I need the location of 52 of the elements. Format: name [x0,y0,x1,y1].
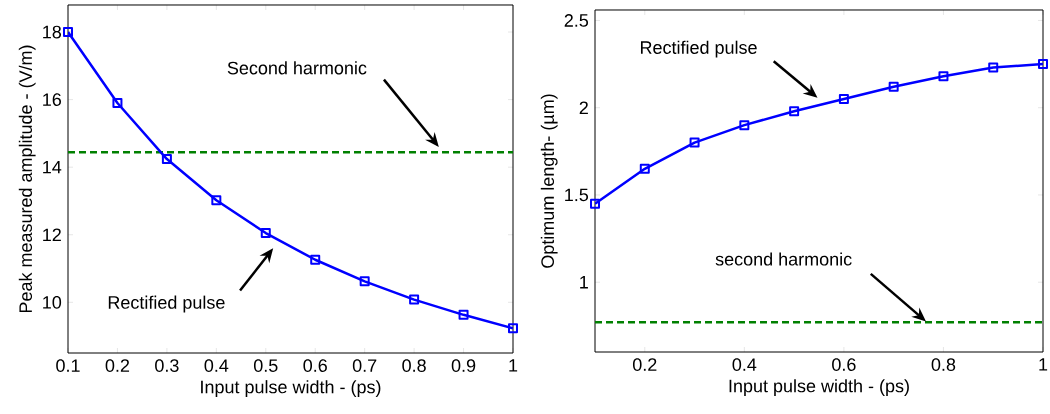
y-tick-label: 18 [43,25,62,39]
y-axis-title: Optimum length- (µm) [540,94,558,268]
x-tick-label: 0.2 [105,359,130,372]
point [838,93,849,104]
x-axis-title: Input pulse width - (ps) [201,380,381,397]
x-tick-label: 0.4 [732,358,757,371]
y-tick-label: 2.5 [564,14,589,27]
annotation: Rectified pulse [641,40,757,58]
y-axis-title: Peak measured amplitude - (V/m) [18,45,36,313]
y-tick-label: 12 [43,228,61,242]
point [789,106,800,117]
y-tick-label: 2 [579,101,588,114]
point [260,228,271,239]
point [739,120,750,131]
point [161,154,172,165]
x-tick-label: 1 [509,359,518,372]
y-tick-label: 1 [580,276,588,289]
x-tick-label: 0.1 [56,359,80,372]
x-tick-label: 0.9 [451,359,476,372]
x-tick-label: 0.3 [155,359,179,372]
point [1038,59,1048,70]
x-tick-label: 0.6 [832,358,856,371]
y-tick-label: 1.5 [565,188,589,202]
point [359,276,370,287]
point [888,81,899,92]
point [590,198,601,209]
point [458,309,469,320]
y-tick-label: 16 [43,93,62,106]
point [508,323,518,334]
y-tick-label: 14 [43,160,62,174]
point [211,195,222,206]
y-tick-label: 10 [43,295,62,309]
point [112,97,123,108]
annotation: Second harmonic [227,61,367,75]
x-tick-label: 0.5 [253,359,278,372]
point [689,137,700,148]
point [639,163,650,174]
x-tick-label: 0.4 [204,359,229,372]
annotation: second harmonic [715,252,852,266]
point [310,254,321,265]
point [988,62,999,73]
point [409,294,420,305]
x-tick-label: 0.8 [931,358,956,371]
point [63,27,73,38]
annotation: Rectified pulse [108,295,225,313]
point [938,71,949,82]
x-axis-title: Input pulse width - (ps) [729,379,909,396]
x-tick-label: 0.6 [303,359,327,372]
x-tick-label: 0.7 [352,359,377,372]
x-tick-label: 0.2 [632,358,657,371]
x-tick-label: 1 [1039,358,1048,371]
x-tick-label: 0.8 [402,359,426,372]
